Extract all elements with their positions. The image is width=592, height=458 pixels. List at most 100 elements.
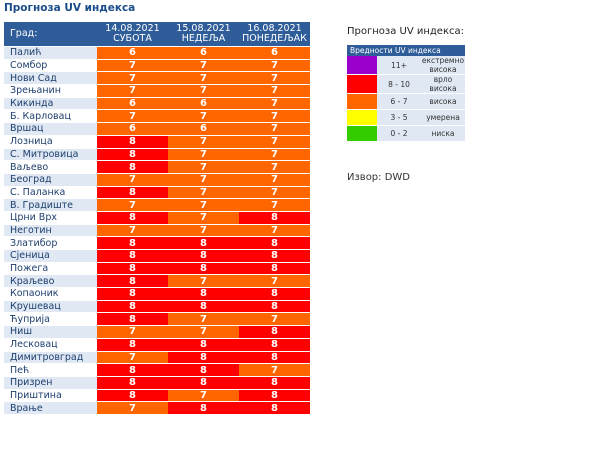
uv-value-cell: 7 (97, 58, 168, 73)
uv-value-cell: 8 (97, 236, 168, 250)
uv-value-cell: 8 (97, 185, 168, 200)
uv-value-cell: 8 (97, 363, 168, 377)
uv-value-cell: 7 (239, 185, 310, 200)
uv-value-cell: 8 (97, 337, 168, 352)
day-column-header: 15.08.2021 НЕДЕЉА (168, 22, 239, 47)
uv-value-cell: 7 (239, 109, 310, 124)
uv-value-cell: 7 (168, 198, 239, 212)
legend-swatch (347, 125, 377, 142)
table-row: Сомбор 7 7 7 (4, 58, 310, 73)
uv-value-cell: 8 (168, 299, 239, 314)
city-name: Ниш (4, 325, 97, 339)
city-name: Сјеница (4, 249, 97, 263)
legend-swatch (347, 56, 377, 75)
uv-value-cell: 8 (97, 299, 168, 314)
uv-value-cell: 8 (239, 261, 310, 276)
legend-header-row: Вредности UV индекса (347, 45, 465, 56)
legend-label: висока (421, 93, 465, 110)
uv-value-cell: 6 (168, 122, 239, 136)
city-name: Зрењанин (4, 84, 97, 98)
day-column-header: 14.08.2021 СУБОТА (97, 22, 168, 47)
table-row: Београд 7 7 7 (4, 172, 310, 187)
uv-value-cell: 8 (239, 249, 310, 263)
table-row: Пожега 8 8 8 (4, 261, 310, 276)
city-name: Кикинда (4, 96, 97, 111)
legend-label: врло висока (421, 74, 465, 94)
uv-value-cell: 8 (239, 350, 310, 365)
day-column-header: 16.08.2021 ПОНЕДЕЉАК (239, 22, 310, 47)
uv-value-cell: 7 (168, 109, 239, 124)
page-title: Прогноза UV индекса (4, 2, 136, 14)
uv-value-cell: 8 (239, 375, 310, 390)
day-name: НЕДЕЉА (181, 33, 226, 44)
uv-value-cell: 7 (168, 325, 239, 339)
uv-value-cell: 8 (239, 337, 310, 352)
city-name: С. Митровица (4, 147, 97, 162)
legend-range: 3 - 5 (377, 109, 421, 126)
legend-swatch (347, 109, 377, 126)
uv-value-cell: 8 (168, 350, 239, 365)
legend-row: 8 - 10 врло висока (347, 74, 465, 94)
uv-value-cell: 8 (168, 401, 239, 415)
city-name: Неготин (4, 223, 97, 238)
uv-value-cell: 7 (168, 84, 239, 98)
city-name: Београд (4, 172, 97, 187)
uv-value-cell: 7 (97, 350, 168, 365)
table-row: Б. Карловац 7 7 7 (4, 109, 310, 124)
city-name: Сомбор (4, 58, 97, 73)
uv-value-cell: 7 (239, 312, 310, 327)
city-name: Пожега (4, 261, 97, 276)
uv-value-cell: 8 (97, 388, 168, 403)
legend-swatch (347, 93, 377, 110)
uv-value-cell: 7 (239, 363, 310, 377)
table-header-row: Град: 14.08.2021 СУБОТА 15.08.2021 НЕДЕЉ… (4, 22, 310, 47)
legend-range: 8 - 10 (377, 74, 421, 94)
city-name: Врање (4, 401, 97, 415)
day-name: СУБОТА (113, 33, 152, 44)
table-row: Црни Врх 8 7 8 (4, 210, 310, 225)
uv-value-cell: 7 (239, 160, 310, 174)
uv-value-cell: 7 (239, 96, 310, 111)
uv-value-cell: 6 (239, 46, 310, 60)
table-row: Вршац 6 6 7 (4, 122, 310, 136)
legend-header: Вредности UV индекса (347, 45, 465, 56)
legend-swatch (347, 74, 377, 94)
city-name: Златибор (4, 236, 97, 250)
table-row: Ћуприја 8 7 7 (4, 312, 310, 327)
table-row: Призрен 8 8 8 (4, 375, 310, 390)
legend-label: ниска (421, 125, 465, 142)
uv-value-cell: 7 (239, 134, 310, 149)
table-row: Врање 7 8 8 (4, 401, 310, 415)
day-date: 15.08.2021 (176, 23, 231, 34)
uv-value-cell: 7 (239, 223, 310, 238)
uv-value-cell: 6 (97, 46, 168, 60)
city-name: Пећ (4, 363, 97, 377)
city-name: Лесковац (4, 337, 97, 352)
uv-value-cell: 8 (97, 375, 168, 390)
uv-value-cell: 6 (97, 96, 168, 111)
uv-value-cell: 7 (97, 223, 168, 238)
table-row: Палић 6 6 6 (4, 46, 310, 60)
uv-value-cell: 6 (168, 96, 239, 111)
uv-value-cell: 8 (168, 337, 239, 352)
uv-value-cell: 8 (239, 325, 310, 339)
table-row: Сјеница 8 8 8 (4, 249, 310, 263)
legend-range: 6 - 7 (377, 93, 421, 110)
city-name: Б. Карловац (4, 109, 97, 124)
uv-value-cell: 7 (168, 160, 239, 174)
table-row: С. Митровица 8 7 7 (4, 147, 310, 162)
table-row: Златибор 8 8 8 (4, 236, 310, 250)
legend-row: 11+ екстремно висока (347, 56, 465, 75)
uv-table-body: Палић 6 6 6 Сомбор 7 7 7 Нови Сад 7 7 7 Зрењанин 7 7 7 К… (4, 46, 310, 415)
table-row: Нови Сад 7 7 7 (4, 71, 310, 86)
source-note: Извор: DWD (347, 172, 410, 183)
day-date: 16.08.2021 (247, 23, 302, 34)
table-row: Лесковац 8 8 8 (4, 337, 310, 352)
uv-value-cell: 7 (97, 401, 168, 415)
uv-value-cell: 8 (97, 160, 168, 174)
uv-value-cell: 8 (97, 134, 168, 149)
table-row: В. Градиште 7 7 7 (4, 198, 310, 212)
uv-value-cell: 7 (239, 58, 310, 73)
uv-value-cell: 7 (168, 71, 239, 86)
table-row: Лозница 8 7 7 (4, 134, 310, 149)
